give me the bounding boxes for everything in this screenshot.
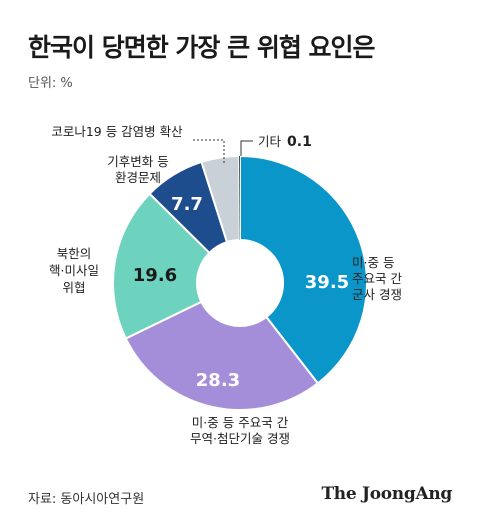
slice-value-0: 39.5 (305, 272, 349, 293)
slice-label-4: 코로나19 등 감염병 확산 (51, 124, 183, 139)
slice-1 (124, 300, 320, 411)
slice-value-2: 19.6 (133, 265, 177, 286)
slice-label-0: 미·중 등 주요국 간 군사 경쟁 (352, 255, 402, 302)
slice-value-3: 7.7 (171, 194, 203, 215)
slice-label-3: 기후변화 등 환경문제 (107, 154, 168, 185)
leader-line-5 (240, 140, 253, 156)
slice-0 (239, 154, 368, 385)
slice-label-1: 미·중 등 주요국 간 무역·첨단기술 경쟁 (190, 415, 290, 446)
brand-logo: The JoongAng (321, 484, 452, 504)
slice-value-5: 0.1 (287, 134, 312, 150)
slice-label-2: 북한의 핵·미사일 위협 (49, 246, 99, 295)
leader-lines (193, 139, 253, 163)
slice-labels: 39.5미·중 등 주요국 간 군사 경쟁 28.3 미·중 등 주요국 간 무역·첨단기… (49, 124, 402, 446)
donut-slices (112, 154, 368, 411)
slice-label-5: 기타 0.1 (258, 134, 312, 150)
slice-5 (239, 156, 240, 241)
source-note: 자료: 동아시아연구원 (28, 492, 145, 507)
unit-label: 단위: % (28, 76, 73, 91)
slice-value-1: 28.3 (196, 370, 240, 391)
chart-title: 한국이 당면한 가장 큰 위협 요인은 (28, 33, 376, 62)
